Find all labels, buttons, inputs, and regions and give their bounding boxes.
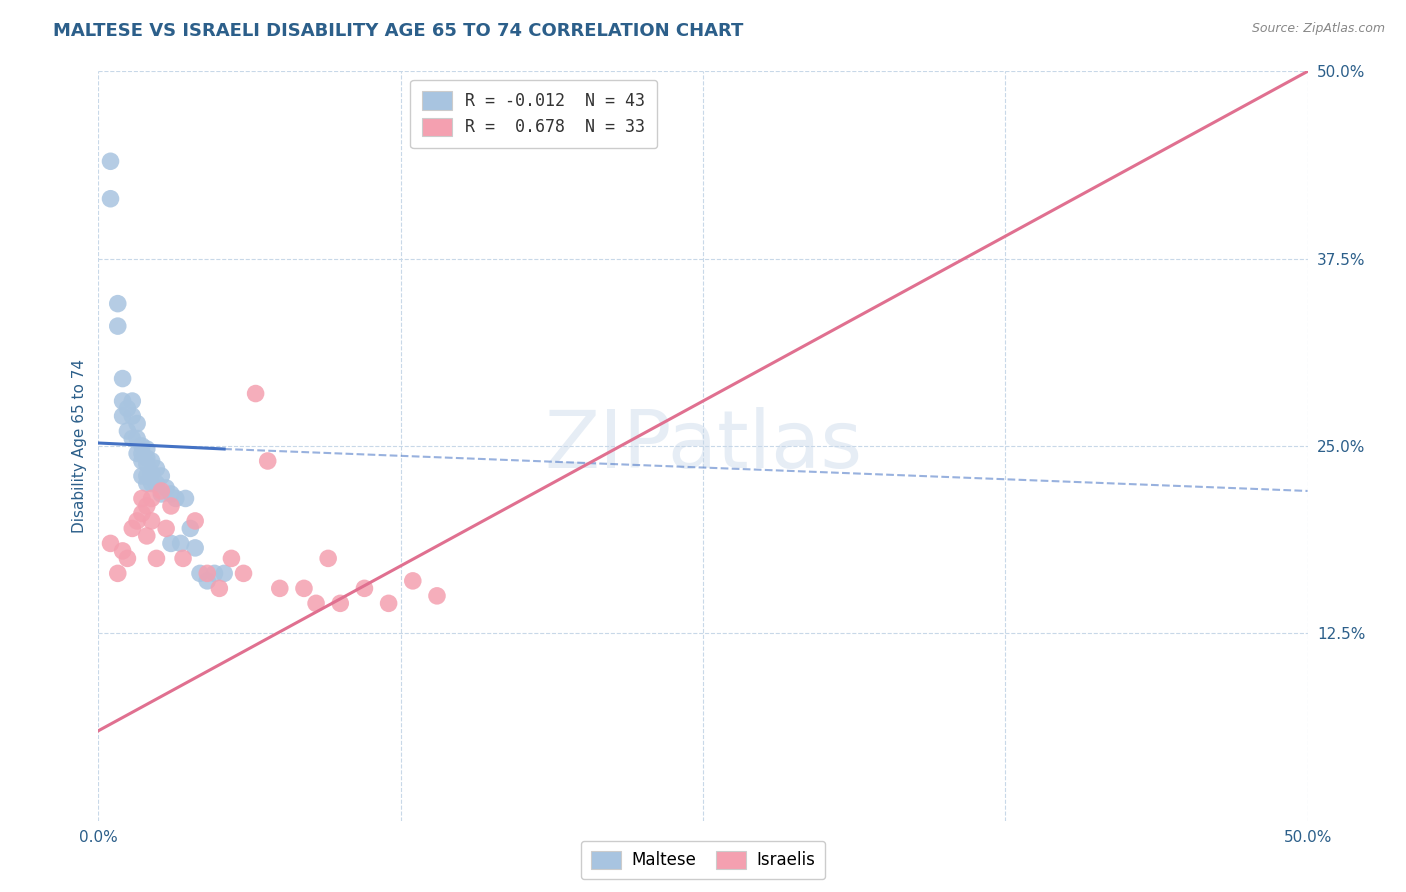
Point: [127, 514, 149, 528]
Point: [402, 574, 425, 588]
Point: [141, 466, 163, 480]
Point: [145, 476, 167, 491]
Point: [141, 454, 163, 468]
Point: [135, 476, 157, 491]
Point: [145, 461, 167, 475]
Point: [107, 319, 129, 334]
Point: [141, 476, 163, 491]
Point: [150, 487, 173, 501]
Point: [135, 442, 157, 456]
Point: [100, 536, 122, 550]
Point: [131, 454, 153, 468]
Point: [117, 424, 139, 438]
Point: [111, 544, 134, 558]
Point: [121, 394, 143, 409]
Point: [184, 541, 207, 555]
Point: [135, 469, 157, 483]
Point: [208, 582, 231, 596]
Point: [195, 574, 218, 588]
Point: [256, 454, 278, 468]
Point: [121, 409, 143, 423]
Point: [212, 566, 235, 581]
Y-axis label: Disability Age 65 to 74: Disability Age 65 to 74: [72, 359, 87, 533]
Point: [131, 439, 153, 453]
Point: [188, 566, 211, 581]
Point: [174, 491, 197, 506]
Point: [329, 596, 352, 610]
Point: [150, 483, 173, 498]
Point: [121, 521, 143, 535]
Point: [179, 521, 201, 535]
Point: [117, 401, 139, 416]
Point: [150, 469, 173, 483]
Point: [305, 596, 328, 610]
Point: [131, 507, 153, 521]
Point: [232, 566, 254, 581]
Point: [111, 409, 134, 423]
Point: [121, 432, 143, 446]
Point: [172, 551, 194, 566]
Point: [426, 589, 449, 603]
Point: [127, 417, 149, 431]
Point: [155, 481, 177, 495]
Point: [204, 566, 226, 581]
Point: [141, 491, 163, 506]
Point: [160, 536, 183, 550]
Point: [184, 514, 207, 528]
Text: Source: ZipAtlas.com: Source: ZipAtlas.com: [1251, 22, 1385, 36]
Point: [145, 551, 167, 566]
Point: [316, 551, 339, 566]
Point: [107, 296, 129, 310]
Point: [135, 450, 157, 465]
Point: [377, 596, 399, 610]
Legend: R = -0.012  N = 43, R =  0.678  N = 33: R = -0.012 N = 43, R = 0.678 N = 33: [411, 79, 657, 148]
Point: [135, 529, 157, 543]
Point: [135, 499, 157, 513]
Point: [107, 566, 129, 581]
Point: [131, 469, 153, 483]
Point: [169, 536, 191, 550]
Point: [155, 521, 177, 535]
Point: [100, 192, 122, 206]
Point: [353, 582, 375, 596]
Point: [160, 499, 183, 513]
Text: MALTESE VS ISRAELI DISABILITY AGE 65 TO 74 CORRELATION CHART: MALTESE VS ISRAELI DISABILITY AGE 65 TO …: [53, 22, 744, 40]
Point: [117, 551, 139, 566]
Point: [245, 386, 267, 401]
Text: ZIPatlas: ZIPatlas: [544, 407, 862, 485]
Point: [221, 551, 243, 566]
Point: [135, 457, 157, 471]
Point: [292, 582, 315, 596]
Point: [165, 491, 187, 506]
Point: [160, 487, 183, 501]
Point: [269, 582, 291, 596]
Point: [100, 154, 122, 169]
Legend: Maltese, Israelis: Maltese, Israelis: [581, 840, 825, 880]
Point: [131, 446, 153, 460]
Point: [127, 446, 149, 460]
Point: [127, 432, 149, 446]
Point: [141, 514, 163, 528]
Point: [111, 394, 134, 409]
Point: [195, 566, 218, 581]
Point: [111, 371, 134, 385]
Point: [131, 491, 153, 506]
